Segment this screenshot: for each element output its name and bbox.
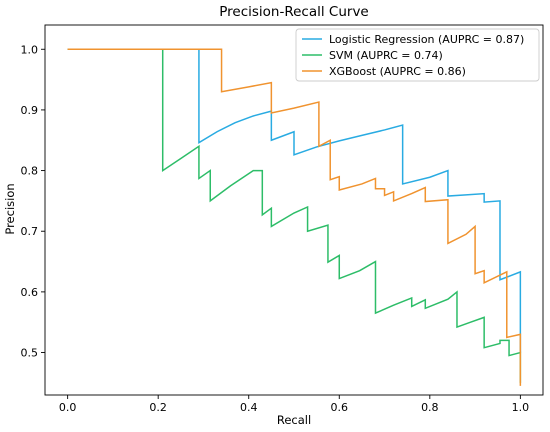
x-tick-label: 0.2 <box>149 401 167 414</box>
x-axis-label: Recall <box>277 413 311 427</box>
y-tick-label: 0.7 <box>21 225 39 238</box>
x-tick-label: 0.6 <box>331 401 349 414</box>
y-tick-label: 0.8 <box>21 165 39 178</box>
y-tick-label: 0.6 <box>21 286 39 299</box>
legend-label-0: Logistic Regression (AUPRC = 0.87) <box>329 33 524 46</box>
x-tick-label: 1.0 <box>512 401 530 414</box>
series-line-1 <box>67 48 522 383</box>
y-tick-label: 1.0 <box>21 43 39 56</box>
legend-box <box>295 28 540 82</box>
y-tick-label: 0.9 <box>21 104 39 117</box>
legend-label-1: SVM (AUPRC = 0.74) <box>329 49 443 62</box>
plot-area: 0.0 0.2 0.4 0.6 0.8 1.0 0.5 0.6 0.7 0.8 0.9 1.0 <box>21 24 544 414</box>
x-tick-label: 0.4 <box>240 401 258 414</box>
legend-label-2: XGBoost (AUPRC = 0.86) <box>329 65 466 78</box>
y-tick-label: 0.5 <box>21 347 39 360</box>
x-tick-label: 0.0 <box>59 401 77 414</box>
x-tick-label: 0.8 <box>421 401 439 414</box>
axes-frame <box>44 24 544 396</box>
series-line-0 <box>67 48 522 353</box>
y-axis-label: Precision <box>3 183 17 234</box>
chart-title: Precision-Recall Curve <box>219 4 369 20</box>
legend: Logistic Regression (AUPRC = 0.87) SVM (A… <box>295 28 540 82</box>
series-line-2 <box>67 48 522 386</box>
